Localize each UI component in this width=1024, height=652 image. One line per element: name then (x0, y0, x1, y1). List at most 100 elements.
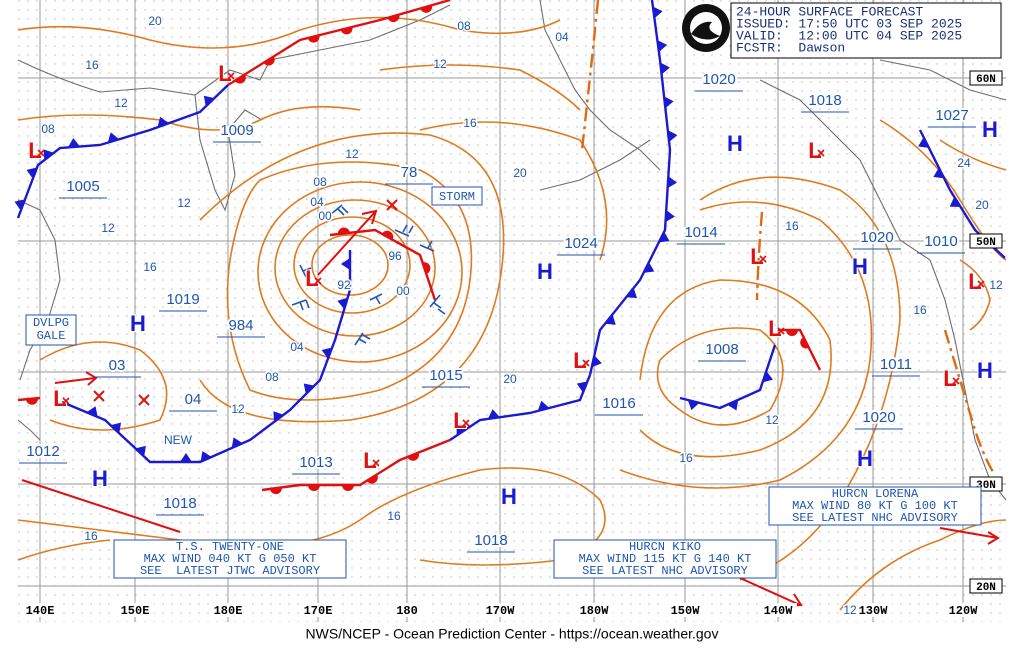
lon-label: 140W (764, 604, 794, 618)
pressure-label: 1009 (220, 122, 253, 139)
front-triangle (321, 347, 333, 359)
low-cross (977, 280, 985, 288)
low-cross (952, 377, 960, 385)
pressure-label: 1024 (564, 235, 597, 252)
lon-label-box (759, 603, 797, 617)
front-triangle (107, 132, 120, 143)
isobar-label: 16 (85, 58, 99, 72)
pressure-label: 1014 (684, 224, 717, 241)
header-line: VALID: 12:00 UTC 04 SEP 2025 (736, 28, 962, 43)
isobar-label: 92 (337, 278, 351, 292)
low-symbol: L (750, 244, 763, 269)
gale-label: GALE (37, 329, 66, 343)
isobar-label: 08 (313, 175, 327, 189)
isobar-label: 04 (310, 195, 324, 209)
front-semicircle (234, 74, 246, 84)
lon-label-box (209, 603, 247, 617)
low-symbol: L (453, 408, 466, 433)
lon-label: 180W (580, 604, 610, 618)
pressure-label: 1011 (880, 356, 912, 373)
low-cross (759, 255, 767, 263)
lon-label: 180 (396, 604, 418, 618)
front-triangle (591, 355, 602, 368)
pressure-label: 1008 (705, 341, 738, 358)
troughs (580, 0, 996, 476)
low-cross (462, 419, 470, 427)
coastlines (17, 0, 1007, 501)
low-symbol: L (363, 448, 376, 473)
advisory-box (768, 486, 982, 526)
storm-label: STORM (439, 190, 475, 204)
isobar-label: 00 (396, 284, 410, 298)
front-semicircle (387, 14, 400, 23)
front-triangle (180, 453, 192, 462)
advisory-line: HURCN LORENA (832, 487, 919, 501)
low-symbol: L (943, 366, 956, 391)
front-triangle (157, 116, 169, 128)
high-symbol: H (727, 131, 743, 156)
gale-box (25, 314, 77, 346)
high-symbol: H (501, 484, 517, 509)
front-triangle (918, 137, 929, 148)
lon-label-box (666, 603, 704, 617)
high-symbol: H (857, 446, 873, 471)
advisory-box (113, 539, 347, 579)
front-triangle (135, 445, 146, 457)
lon-label-box (854, 603, 892, 617)
lon-label-box (116, 603, 154, 617)
pressure-label: 1015 (429, 367, 462, 384)
front-triangle (660, 62, 670, 75)
low-symbol: L (218, 61, 231, 86)
low-cross (582, 359, 590, 367)
front-triangle (762, 371, 773, 383)
isobar-label: 04 (290, 340, 304, 354)
high-symbol: H (852, 254, 868, 279)
isobar-label: 08 (41, 122, 55, 136)
front-semicircle (307, 35, 320, 43)
advisory-line: T.S. TWENTY-ONE (176, 540, 284, 554)
front-triangle (456, 424, 467, 436)
pressure-label: 1019 (166, 291, 199, 308)
front-line (227, 0, 451, 87)
front-semicircle (366, 474, 378, 484)
gale-label: DVLPG (33, 316, 69, 330)
advisory-line: MAX WIND 115 KT G 140 KT (579, 552, 752, 566)
header-line: ISSUED: 17:50 UTC 03 SEP 2025 (736, 16, 962, 31)
low-cross (817, 149, 825, 157)
front-triangle (43, 149, 54, 161)
isobar-label: 12 (843, 603, 857, 617)
front-triangle (667, 130, 678, 143)
front-line (61, 250, 352, 464)
front-triangle (273, 411, 284, 422)
isobar-label: 12 (345, 147, 359, 161)
front-triangle (626, 287, 638, 299)
front-triangle (652, 6, 663, 19)
front-semicircle (800, 337, 809, 349)
pressure-label: 1027 (935, 107, 968, 124)
isobar-label: 12 (101, 221, 115, 235)
front-triangle (14, 199, 26, 211)
low-cross (62, 397, 70, 405)
front-triangle (487, 409, 500, 419)
isobars (17, 16, 1007, 611)
front-semicircle (340, 26, 353, 35)
isobar-label: 08 (457, 19, 471, 33)
front-semicircle (269, 487, 282, 495)
front-semicircle (420, 5, 433, 13)
pressure-label: 1005 (66, 178, 99, 195)
front-line (778, 328, 822, 371)
pressure-label: 1018 (808, 92, 841, 109)
lon-label: 150W (671, 604, 701, 618)
isobar-label: 16 (463, 116, 477, 130)
lat-label: 20N (976, 582, 996, 594)
front-triangle (231, 437, 243, 449)
low-symbol: L (28, 138, 41, 163)
lon-label: 170W (486, 604, 516, 618)
lat-label: 50N (976, 237, 996, 249)
front-triangle (604, 314, 616, 325)
pressure-label: 984 (228, 317, 253, 334)
advisory-box (553, 539, 777, 579)
low-symbol: L (573, 348, 586, 373)
front-semicircle (25, 398, 38, 405)
isobar-label: 16 (913, 303, 927, 317)
